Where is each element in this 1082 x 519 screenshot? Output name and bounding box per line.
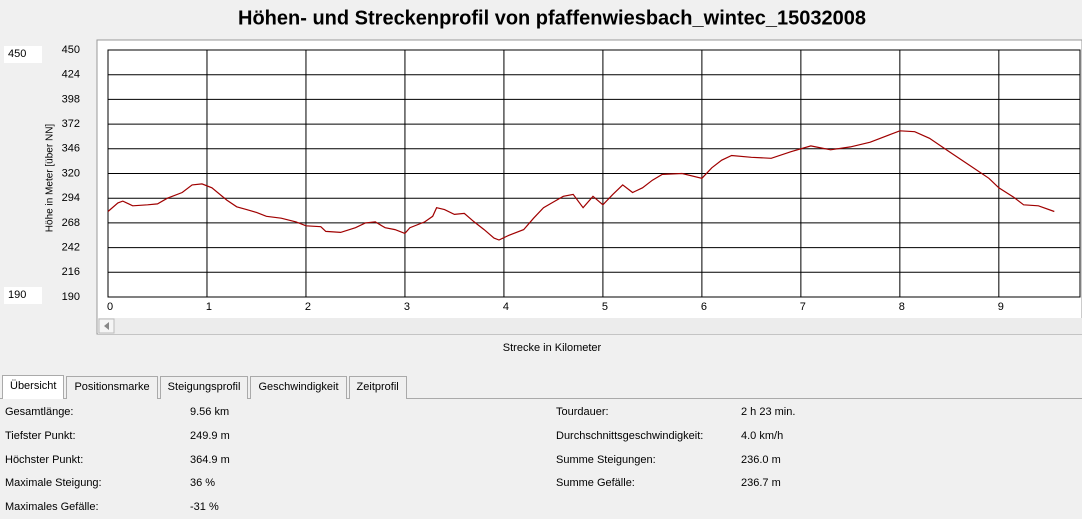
scrollbar[interactable]: [98, 318, 1082, 334]
stat-value: 249.9 m: [190, 430, 230, 442]
x-tick-label: 3: [404, 301, 410, 313]
min-input[interactable]: 190: [4, 287, 42, 304]
stat-value: 2 h 23 min.: [741, 406, 796, 418]
stat-value: 36 %: [190, 477, 216, 489]
y-tick-label: 424: [62, 69, 80, 81]
stat-label: Gesamtlänge:: [5, 406, 74, 418]
chart-title: Höhen- und Streckenprofil von pfaffenwie…: [238, 7, 866, 29]
tab[interactable]: Steigungsprofil: [159, 376, 249, 399]
x-tick-label: 1: [206, 301, 212, 313]
tab[interactable]: Positionsmarke: [66, 376, 158, 399]
y-tick-label: 242: [62, 242, 80, 254]
y-axis-title: Höhe in Meter [über NN]: [45, 124, 56, 233]
y-tick-label: 294: [62, 192, 80, 204]
x-tick-label: 0: [107, 301, 113, 313]
tab[interactable]: Geschwindigkeit: [250, 376, 347, 399]
stat-label: Tiefster Punkt:: [5, 430, 76, 442]
x-tick-label: 9: [998, 301, 1004, 313]
stat-label: Durchschnittsgeschwindigkeit:: [556, 430, 704, 442]
x-tick-label: 4: [503, 301, 509, 313]
elevation-line: [107, 130, 1055, 241]
tab[interactable]: Übersicht: [2, 375, 65, 399]
y-tick-label: 216: [62, 266, 80, 278]
y-tick-label: 372: [62, 118, 80, 130]
stat-label: Summe Steigungen:: [556, 454, 656, 466]
arrow-icon: [104, 322, 109, 330]
stat-label: Maximales Gefälle:: [5, 501, 99, 513]
tab[interactable]: Zeitprofil: [348, 376, 407, 399]
y-tick-label: 346: [62, 143, 80, 155]
stat-value: 4.0 km/h: [741, 430, 784, 442]
chart: Höhen- und Streckenprofil von pfaffenwie…: [45, 7, 1082, 354]
x-tick-label: 6: [701, 301, 707, 313]
stat-value: 364.9 m: [190, 454, 230, 466]
stat-label: Tourdauer:: [556, 406, 609, 418]
y-tick-label: 190: [62, 291, 80, 303]
y-tick-label: 450: [62, 44, 80, 56]
stat-label: Maximale Steigung:: [5, 477, 102, 489]
x-tick-label: 2: [305, 301, 311, 313]
y-tick-label: 398: [62, 93, 80, 105]
stat-value: -31 %: [190, 501, 219, 513]
max-input[interactable]: 450: [4, 46, 42, 63]
stat-label: Höchster Punkt:: [5, 454, 84, 466]
x-tick-label: 5: [602, 301, 608, 313]
x-axis-title: Strecke in Kilometer: [503, 342, 602, 354]
tab-bar: Übersicht Positionsmarke Steigungsprofil Ge…: [0, 375, 1082, 399]
y-tick-label: 268: [62, 217, 80, 229]
stat-value: 236.0 m: [741, 454, 781, 466]
stat-label: Summe Gefälle:: [556, 477, 635, 489]
x-tick-label: 7: [800, 301, 806, 313]
stat-value: 236.7 m: [741, 477, 781, 489]
stat-value: 9.56 km: [190, 406, 230, 418]
x-tick-label: 8: [899, 301, 905, 313]
y-tick-label: 320: [62, 167, 80, 179]
